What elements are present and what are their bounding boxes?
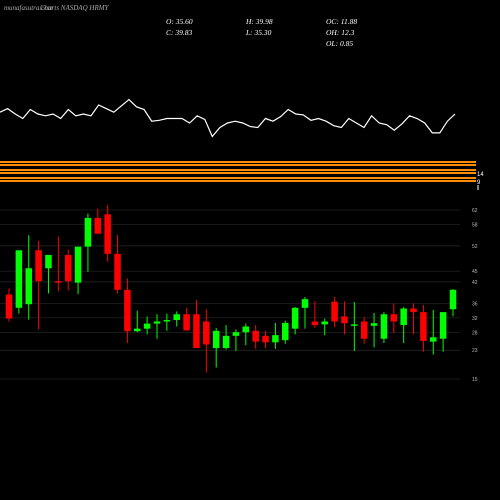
candle-body: [439, 312, 447, 339]
candle-body: [153, 321, 161, 324]
candle-body: [55, 281, 62, 283]
candle-body: [114, 253, 121, 290]
chart-title: Charts NASDAQ HRMY: [40, 4, 110, 12]
candle-body: [301, 299, 309, 308]
candle-body: [64, 254, 72, 282]
candle-body: [222, 335, 230, 349]
candle-body: [163, 320, 171, 322]
right-label-bottom: 9: [477, 180, 481, 186]
band-line: [0, 180, 476, 182]
candle-body: [232, 332, 240, 336]
candle-body: [252, 330, 259, 342]
candle-body: [124, 289, 131, 332]
candle-body: [212, 330, 220, 349]
candle-body: [351, 324, 358, 326]
y-tick-label: 45: [472, 269, 478, 275]
candle-body: [291, 307, 299, 329]
band-line: [0, 164, 476, 166]
y-tick-label: 58: [472, 222, 478, 228]
band-line: [0, 172, 476, 174]
indicator-bands: [0, 161, 479, 190]
candle-body: [203, 321, 210, 345]
y-tick-label: 36: [472, 301, 478, 307]
candle-body: [84, 217, 92, 247]
candle-body: [242, 326, 250, 333]
stat-open: O: 35.60: [166, 17, 193, 26]
candle-body: [380, 314, 388, 339]
indicator-panel: [0, 98, 456, 138]
band-line: [0, 161, 476, 163]
stat-close: C: 39.83: [166, 28, 193, 37]
stat-low: L: 35.30: [245, 28, 272, 37]
candle-body: [390, 314, 398, 322]
stat-high: H: 39.98: [245, 17, 273, 26]
candle-body: [321, 321, 328, 325]
price-grid: 15 23 28 32 36 42 45 52 58 62: [0, 208, 478, 383]
candle-body: [173, 314, 180, 321]
candle-body: [183, 314, 190, 331]
candle-body: [25, 268, 32, 305]
candle-body: [35, 250, 42, 282]
candlestick-series: [5, 204, 457, 373]
candle-body: [193, 314, 200, 349]
candle-body: [272, 335, 279, 343]
candle-body: [449, 289, 457, 310]
band-line: [0, 177, 476, 179]
candle-body: [104, 214, 111, 254]
candle-body: [74, 246, 82, 283]
y-tick-label: 42: [472, 280, 478, 286]
candle-body: [400, 308, 407, 326]
candle-body: [430, 337, 437, 342]
y-tick-label: 52: [472, 244, 478, 250]
candle-body: [5, 294, 13, 319]
candle-body: [331, 301, 338, 322]
right-label-top: 14: [477, 172, 484, 178]
y-tick-label: 32: [472, 316, 478, 322]
stat-ol: OL: 0.85: [326, 39, 353, 48]
candle-body: [282, 322, 289, 341]
candle-body: [420, 312, 427, 341]
candle-body: [311, 321, 319, 326]
band-line: [0, 169, 476, 171]
candle-body: [15, 250, 23, 308]
candle-body: [45, 254, 52, 269]
indicator-line: [0, 98, 456, 138]
stat-oh: OH: 12.3: [326, 28, 355, 37]
candle-body: [143, 323, 151, 329]
candle-body: [370, 323, 378, 326]
candle-body: [94, 217, 102, 234]
y-tick-label: 15: [472, 377, 478, 383]
candle-body: [341, 316, 348, 324]
y-tick-label: 28: [472, 330, 478, 336]
candle-body: [262, 335, 269, 343]
stat-oc: OC: 11.88: [326, 17, 357, 26]
y-tick-label: 23: [472, 348, 478, 354]
candle-body: [410, 308, 417, 313]
candle-body: [360, 321, 368, 339]
watermark-text: munafasutra.com: [4, 4, 53, 12]
y-tick-label: 62: [472, 208, 478, 214]
candle-body: [134, 328, 141, 332]
